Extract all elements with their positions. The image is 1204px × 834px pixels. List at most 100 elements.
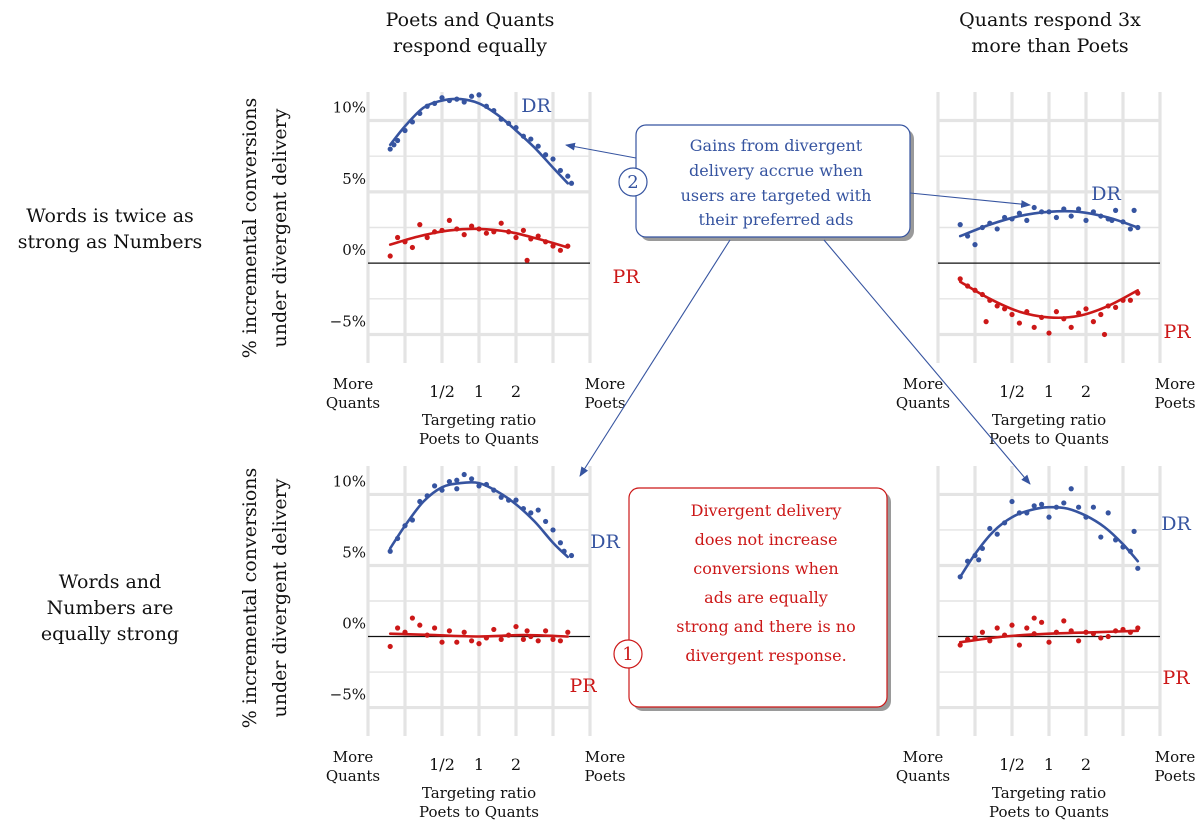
x-tick-label: 1/2 [999, 382, 1025, 401]
data-point-dr [535, 507, 541, 513]
data-point-dr [469, 93, 475, 99]
data-point-dr [461, 471, 467, 478]
y-tick-label: 10% [333, 99, 366, 117]
x-tick-label: 2 [1081, 755, 1091, 774]
data-point-dr [1024, 217, 1030, 223]
x-axis-title: Targeting ratio [992, 411, 1106, 429]
data-point-pr [1009, 622, 1015, 628]
data-point-dr [476, 92, 482, 98]
x-tick-label-more-poets: More [1155, 748, 1196, 766]
callout-1-box [628, 487, 888, 708]
column-title-left-line2: respond equally [393, 35, 547, 57]
data-point-dr [1031, 204, 1037, 211]
data-point-dr [1131, 528, 1137, 534]
data-point-pr [520, 636, 527, 642]
data-point-pr [513, 234, 519, 241]
data-point-dr [543, 152, 549, 158]
data-point-pr [469, 638, 475, 644]
data-point-dr [1105, 510, 1111, 516]
data-point-pr [483, 230, 489, 236]
data-point-dr [513, 497, 519, 503]
x-tick-label-more-poets: Poets [584, 394, 625, 412]
data-point-pr [1031, 615, 1037, 621]
x-tick-label-more-quants: Quants [896, 394, 950, 412]
data-point-pr [1016, 642, 1023, 648]
x-tick-label-more-poets: Poets [584, 767, 625, 785]
data-point-dr [1113, 207, 1119, 213]
x-tick-label-more-quants: More [333, 375, 374, 393]
data-point-pr [439, 639, 445, 645]
callout-2-line: their preferred ads [699, 210, 854, 229]
row-label-bottom-line2: Numbers are [47, 597, 174, 619]
x-tick-label-more-quants: More [903, 748, 944, 766]
data-point-pr [454, 639, 460, 645]
data-point-dr [1127, 226, 1133, 232]
data-point-pr [1061, 618, 1067, 624]
data-point-pr [550, 636, 556, 642]
data-point-pr [957, 642, 963, 648]
data-point-dr [1039, 501, 1045, 507]
x-tick-label-more-quants: More [903, 375, 944, 393]
data-point-pr [491, 626, 497, 633]
data-point-pr [461, 232, 467, 238]
data-point-pr [498, 636, 504, 642]
data-point-pr [524, 257, 530, 263]
data-point-dr [469, 476, 475, 482]
data-point-dr [535, 143, 541, 149]
data-point-pr [1009, 311, 1015, 318]
data-point-dr [1009, 498, 1015, 505]
row-label-bottom: Words and [59, 571, 161, 593]
data-point-pr [557, 247, 564, 253]
data-point-dr [987, 525, 993, 532]
data-point-dr [1083, 217, 1089, 223]
data-point-dr [1090, 504, 1096, 510]
y-axis-title-line2: under divergent delivery [269, 108, 291, 347]
data-point-pr [424, 234, 430, 241]
callout-1-line: divergent response. [685, 646, 846, 665]
data-point-dr [395, 137, 401, 144]
data-point-pr [1046, 330, 1052, 336]
data-point-pr [1046, 639, 1052, 645]
fit-curve-dr [388, 97, 570, 185]
callout-2-line: delivery accrue when [689, 161, 863, 180]
callout-1-number: 1 [622, 644, 633, 665]
series-label-pr: PR [612, 266, 640, 288]
callout-1-line: does not increase [695, 530, 838, 549]
row-label-bottom-line3: equally strong [41, 623, 179, 645]
x-tick-label-more-quants: More [333, 748, 374, 766]
fit-curve-dr [958, 505, 1140, 579]
fit-curve-dr [958, 209, 1140, 238]
data-point-pr [417, 622, 423, 628]
data-point-dr [557, 540, 564, 546]
x-tick-label-more-poets: More [585, 375, 626, 393]
data-point-pr [469, 223, 475, 229]
data-point-dr [1076, 504, 1082, 510]
x-axis-title: Poets to Quants [419, 430, 539, 448]
data-point-pr [387, 643, 393, 650]
fit-curve-dr [388, 480, 570, 559]
data-point-pr [1016, 320, 1023, 326]
callout-2-number: 2 [627, 172, 638, 193]
data-point-pr [409, 244, 415, 251]
data-point-dr [957, 222, 963, 228]
y-axis-title-top: % incremental conversions under divergen… [239, 98, 291, 359]
data-point-dr [1046, 514, 1052, 520]
callout-2-line: users are targeted with [681, 186, 872, 205]
fit-curve-pr [958, 629, 1140, 644]
data-point-pr [520, 227, 527, 233]
series-label-dr: DR [590, 531, 620, 553]
data-point-dr [550, 156, 556, 162]
y-tick-label: 0% [342, 241, 366, 259]
data-point-pr [476, 641, 482, 647]
data-point-dr [972, 242, 978, 248]
data-point-pr [994, 625, 1000, 631]
data-point-dr [1131, 207, 1137, 213]
data-point-dr [528, 510, 534, 516]
callout-1-line: conversions when [693, 559, 838, 578]
data-point-pr [1083, 306, 1089, 312]
